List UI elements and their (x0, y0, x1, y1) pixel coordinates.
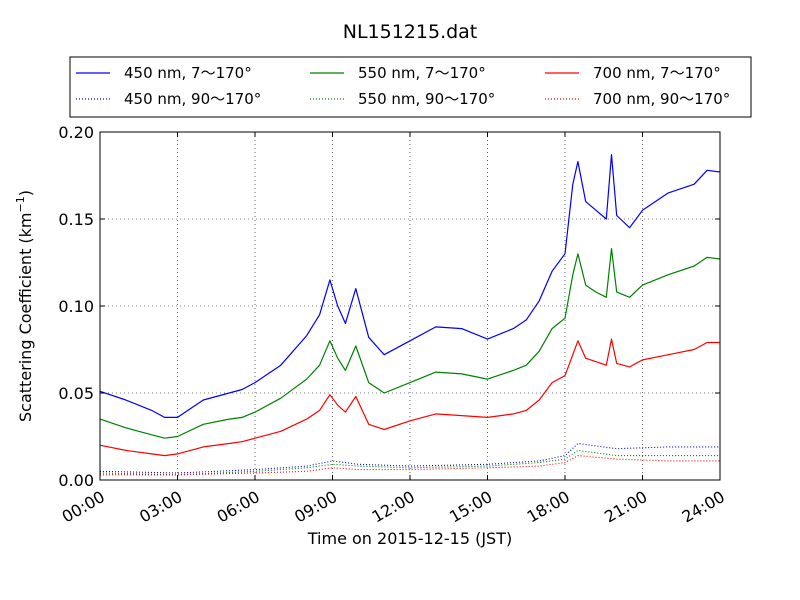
x-tick-label: 03:00 (136, 487, 185, 527)
legend-label-1: 450 nm, 7～170° (124, 64, 252, 82)
chart-title: NL151215.dat (343, 21, 478, 43)
series-line-4 (99, 442, 720, 474)
y-tick-label: 0.05 (58, 384, 94, 403)
legend-label-3: 700 nm, 7～170° (593, 64, 721, 82)
x-tick-label: 21:00 (601, 487, 650, 527)
y-tick-label: 0.10 (58, 297, 94, 316)
legend-label-5: 550 nm, 90～170° (358, 90, 495, 108)
legend-label-4: 450 nm, 90～170° (124, 90, 261, 108)
series-line-3 (99, 338, 720, 457)
y-tick-label: 0.15 (58, 210, 94, 229)
y-axis-label: Scattering Coefficient (km−1) (14, 190, 35, 422)
legend-box (69, 56, 752, 118)
x-tick-label: 12:00 (369, 487, 418, 527)
legend: 450 nm, 7～170° 550 nm, 7～170° 700 nm, 7～17… (69, 56, 752, 118)
y-tick-label: 0.20 (58, 123, 94, 142)
y-tick-label: 0.00 (58, 471, 94, 490)
series-line-5 (99, 449, 720, 476)
y-axis-label-exponent: −1 (14, 196, 27, 212)
x-axis-label: Time on 2015-12-15 (JST) (307, 529, 512, 548)
x-tick-label: 00:00 (59, 487, 108, 527)
series-line-2 (99, 248, 721, 439)
x-tick-label: 09:00 (291, 487, 340, 527)
x-tick-label: 06:00 (214, 487, 263, 527)
x-tick-label: 15:00 (446, 487, 495, 527)
series-layer (99, 154, 721, 476)
grid (100, 132, 720, 480)
series-line-1 (99, 154, 721, 418)
legend-label-2: 550 nm, 7～170° (358, 64, 486, 82)
y-axis-label-main: Scattering Coefficient (km (16, 212, 35, 422)
x-tick-label: 18:00 (524, 487, 573, 527)
x-tick-label: 24:00 (679, 487, 728, 527)
y-axis-label-close: ) (16, 190, 35, 196)
legend-label-6: 700 nm, 90～170° (593, 90, 730, 108)
